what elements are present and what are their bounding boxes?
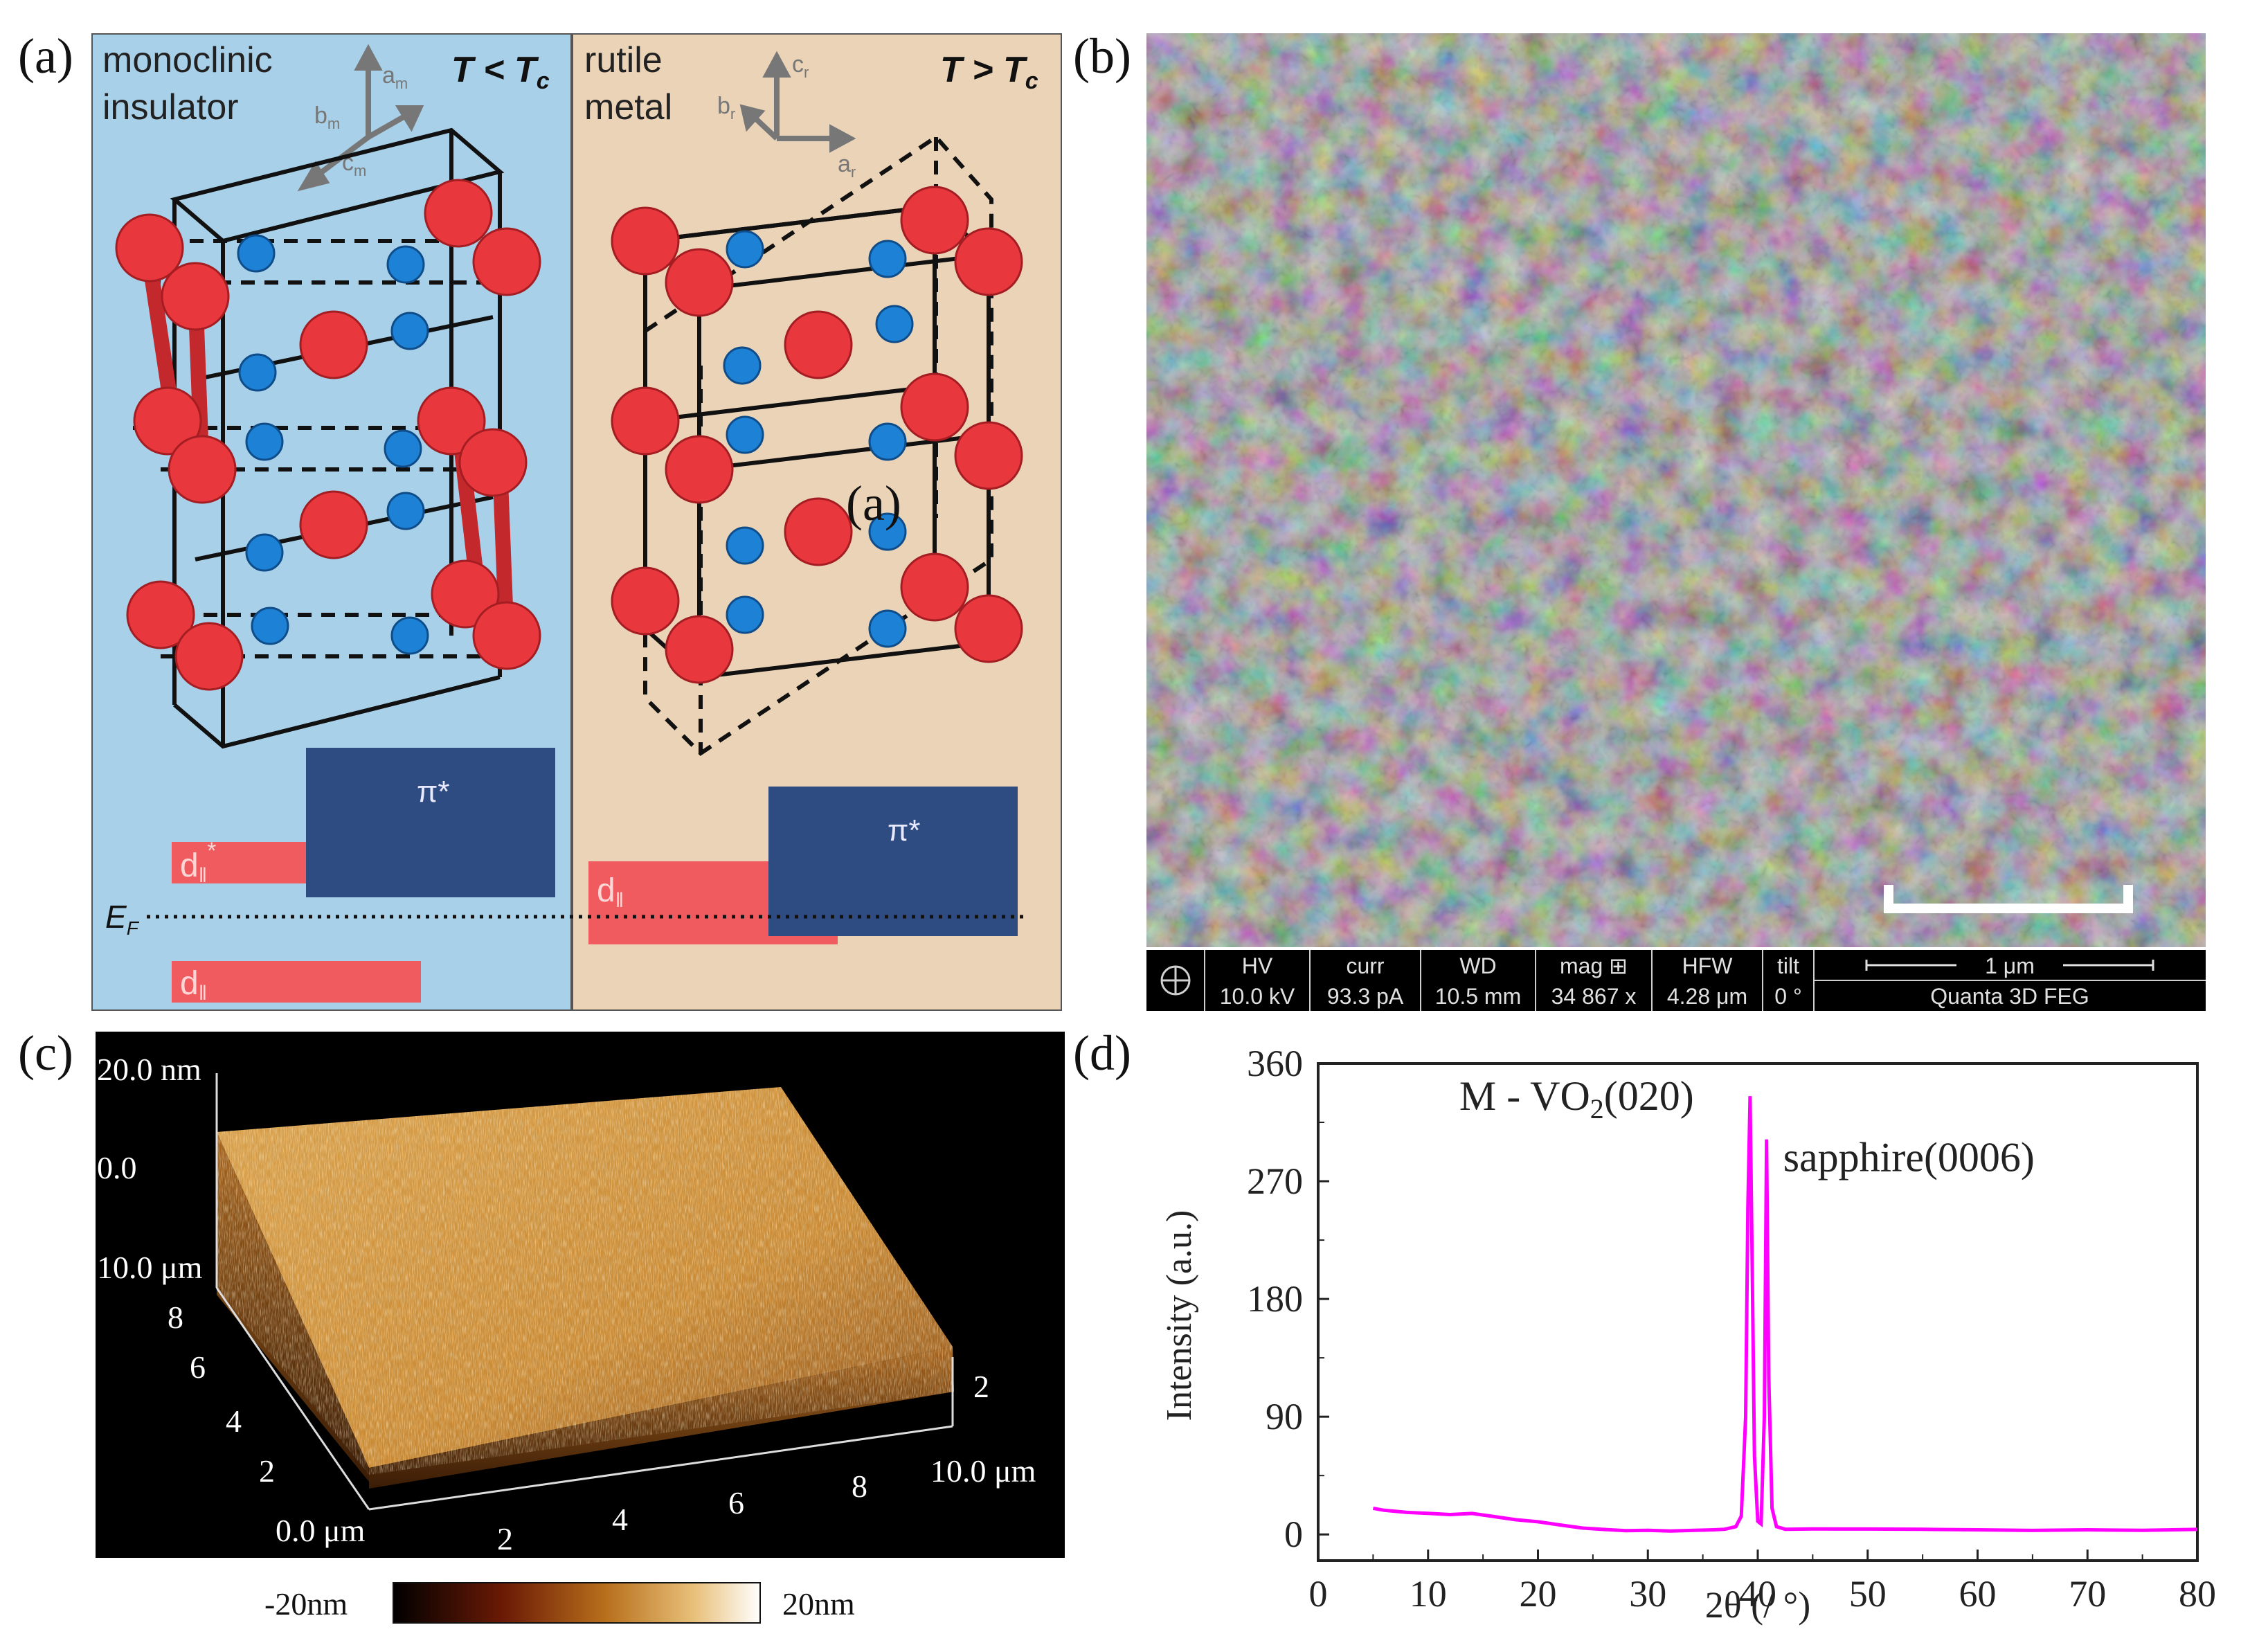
axis-ar: ar (838, 151, 856, 181)
axis-br: br (717, 93, 735, 123)
panel-label-c: (c) (18, 1025, 73, 1081)
pi-star-label-left: π* (417, 775, 449, 809)
rutile-axes-icon (739, 51, 856, 153)
xrd-x-axis-label: 2θ (/ °) (1705, 1584, 1810, 1626)
panel-label-d: (d) (1073, 1025, 1131, 1081)
x-tick-label: 70 (2069, 1573, 2106, 1615)
afm-y-tick-0: 0.0 μm (276, 1513, 366, 1548)
sem-info-text: HV curr WD mag ⊞ HFW tilt 10.0 kV 93.3 p… (1220, 953, 2089, 1009)
afm-x-tick-10: 10.0 μm (930, 1453, 1036, 1489)
d-par-label-left: d‖ (180, 965, 207, 1005)
x-tick-label: 10 (1410, 1573, 1447, 1615)
sem-scale-label: 1 μm (1985, 953, 2035, 978)
afm-y-tick-6: 6 (190, 1349, 206, 1385)
afm-right-tick: 2 (973, 1369, 989, 1404)
x-tick-label: 40 (1739, 1573, 1776, 1615)
afm-x-tick-8: 8 (852, 1469, 867, 1504)
panel-label-a: (a) (18, 28, 73, 84)
sem-hfw-value: 4.28 μm (1667, 984, 1747, 1009)
sem-info-scale-line (1865, 960, 2154, 971)
rutile-vanadium-atoms (611, 186, 1023, 684)
vanadium-atoms (115, 179, 541, 691)
sem-hv-value: 10.0 kV (1220, 984, 1295, 1009)
panel-a-overlay-label: (a) (846, 476, 901, 531)
afm-y-tick-4: 4 (226, 1403, 242, 1439)
y-tick-label: 90 (1266, 1396, 1303, 1437)
pi-star-label-right: π* (888, 814, 920, 847)
sem-instrument: Quanta 3D FEG (1930, 984, 2089, 1009)
sem-hv-header: HV (1242, 953, 1273, 978)
temp-below-label: T < Tc (451, 50, 550, 94)
panel-b-sem-image: HV curr WD mag ⊞ HFW tilt 10.0 kV 93.3 p… (1146, 33, 2206, 1011)
sem-mag-value: 34 867 x (1551, 984, 1637, 1009)
y-tick-label: 270 (1247, 1160, 1303, 1202)
sem-mag-header: mag ⊞ (1560, 953, 1628, 978)
panel-d-xrd-chart: 0 10 20 30 40 50 60 70 80 0 90 180 270 360 Intensity … (1160, 1043, 2215, 1626)
xrd-y-axis-label: Intensity (a.u.) (1160, 1210, 1199, 1421)
sem-tilt-header: tilt (1777, 953, 1799, 978)
d-par-band-left (172, 961, 421, 1003)
rutile-title: rutile (584, 40, 663, 80)
sem-scale-bar (1884, 885, 2133, 913)
xrd-annotation-mvo2: M - VO2(020) (1459, 1073, 1694, 1124)
afm-x-tick-6: 6 (728, 1485, 744, 1520)
afm-y-tick-2: 2 (259, 1453, 275, 1489)
x-tick-label: 0 (1309, 1573, 1328, 1615)
axis-bm: bm (314, 102, 340, 132)
colorbar-min-label: -20nm (264, 1586, 348, 1622)
afm-axes (215, 1073, 954, 1511)
afm-axis-labels: 20.0 nm 0.0 10.0 μm 8 6 4 2 0.0 μm 2 4 6… (97, 1052, 1036, 1556)
sem-curr-value: 93.3 pA (1327, 984, 1404, 1009)
oxygen-atoms (237, 234, 429, 655)
y-tick-label: 360 (1247, 1043, 1303, 1084)
xrd-plot-frame (1317, 1062, 2199, 1562)
sem-curr-header: curr (1346, 953, 1384, 978)
monoclinic-title: monoclinic (102, 40, 273, 80)
afm-y-tick-8: 8 (168, 1300, 183, 1335)
temp-above-label: T > Tc (940, 50, 1038, 94)
metal-title: metal (584, 87, 672, 127)
x-tick-label: 30 (1629, 1573, 1666, 1615)
fei-logo-icon (1160, 965, 1191, 996)
panel-a-crystal-structure: monoclinic insulator T < Tc am bm cm (91, 33, 1062, 1011)
pi-star-band-left (306, 748, 555, 897)
xrd-series-line (1372, 1096, 2198, 1533)
panel-c-afm-image: 20.0 nm 0.0 10.0 μm 8 6 4 2 0.0 μm 2 4 6… (96, 1032, 1065, 1558)
x-tick-label: 80 (2179, 1573, 2215, 1615)
xrd-annotation-sapphire: sapphire(0006) (1783, 1135, 2035, 1180)
afm-x-tick-2: 2 (497, 1521, 513, 1556)
afm-z-max: 20.0 nm (97, 1052, 201, 1087)
afm-colorbar: -20nm 20nm (264, 1582, 855, 1624)
colorbar-gradient (393, 1582, 761, 1624)
x-tick-label: 50 (1849, 1573, 1887, 1615)
fermi-level-label: EF (105, 899, 140, 939)
x-tick-label: 20 (1520, 1573, 1557, 1615)
x-tick-label: 60 (1959, 1573, 1997, 1615)
d-par-star-band (172, 842, 306, 883)
afm-z-zero: 0.0 (97, 1150, 137, 1185)
afm-y-tick-10: 10.0 μm (97, 1250, 203, 1285)
pi-star-band-right (768, 787, 1018, 936)
sem-hfw-header: HFW (1682, 953, 1734, 978)
rutile-oxygen-atoms (723, 230, 914, 648)
rutile-dashed-cell (643, 134, 993, 756)
d-par-star-label: d‖* (180, 838, 216, 887)
sem-tilt-value: 0 ° (1774, 984, 1801, 1009)
colorbar-max-label: 20nm (782, 1586, 855, 1622)
afm-x-tick-4: 4 (612, 1502, 628, 1537)
panel-label-b: (b) (1073, 28, 1131, 84)
sem-info-dividers (1204, 950, 2206, 1011)
d-par-label-right: d‖ (597, 872, 624, 912)
axis-am: am (382, 62, 408, 92)
sem-wd-value: 10.5 mm (1435, 984, 1521, 1009)
y-tick-label: 180 (1247, 1278, 1303, 1320)
y-tick-label: 0 (1284, 1514, 1303, 1555)
axis-cr: cr (792, 51, 809, 81)
sem-wd-header: WD (1459, 953, 1496, 978)
insulator-title: insulator (102, 87, 239, 127)
